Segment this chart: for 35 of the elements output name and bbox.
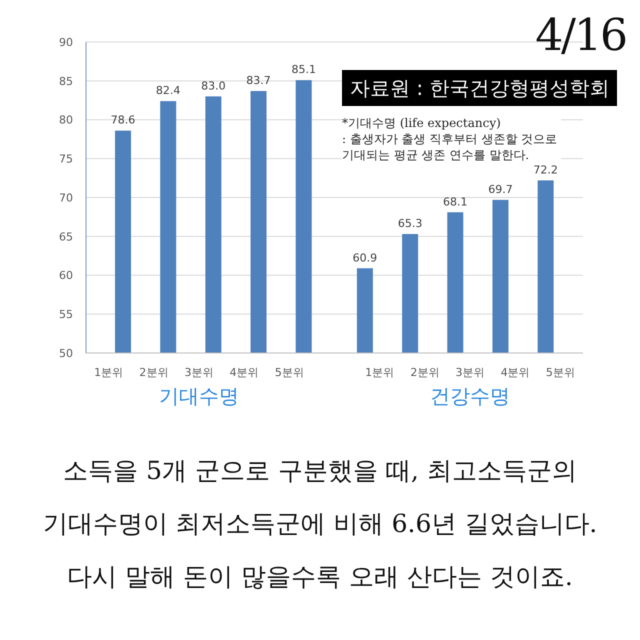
data-label: 85.1	[291, 63, 316, 76]
x-tick-label: 3분위	[456, 366, 485, 379]
x-tick-label: 1분위	[365, 366, 394, 379]
annotation: *기대수명 (life expectancy) : 출생자가 출생 직후부터 생존할 것으로 기대되는 평균 생존 연수를 말한다.	[342, 115, 562, 163]
x-tick-label: 1분위	[94, 366, 124, 379]
data-label: 72.2	[533, 163, 558, 176]
data-label: 60.9	[352, 251, 378, 264]
y-tick-label: 75	[59, 152, 73, 166]
y-tick-label: 55	[59, 308, 73, 322]
series-label: 건강수명	[430, 383, 510, 409]
x-tick-label: 2분위	[410, 366, 440, 379]
y-tick-label: 70	[59, 191, 73, 204]
text: 소득을 5개 군으로 구분했을 때, 최고소득군의 기대수명이 최저소득군에 비해 6.6년 길었습니다. 다시 말해 돈이 많을수록 오래 산다는 것이죠.	[42, 455, 598, 593]
annotation: 4/16	[535, 9, 626, 63]
x-tick-label: 4분위	[500, 366, 530, 379]
data-label: 68.1	[443, 195, 468, 208]
y-tick-label: 65	[59, 230, 73, 244]
y-tick-label: 50	[59, 346, 73, 360]
data-label: 65.3	[398, 217, 422, 230]
y-tick-label: 80	[59, 114, 73, 127]
annotation: 자료원 : 한국건강형평성학회	[342, 70, 618, 106]
data-label: 78.6	[110, 114, 136, 127]
series-label: 기대수명	[158, 383, 239, 409]
x-tick-label: 5분위	[546, 366, 575, 379]
x-tick-label: 2분위	[139, 366, 168, 379]
data-label: 83.7	[246, 74, 271, 87]
data-label: 83.0	[201, 79, 226, 92]
y-tick-label: 90	[59, 36, 73, 49]
x-tick-label: 4분위	[230, 366, 259, 379]
data-label: 69.7	[488, 182, 513, 196]
data-label: 82.4	[156, 84, 180, 98]
x-tick-label: 5분위	[274, 366, 304, 379]
y-tick-label: 60	[59, 269, 73, 282]
x-tick-label: 3분위	[184, 366, 214, 379]
y-tick-label: 85	[59, 74, 73, 88]
